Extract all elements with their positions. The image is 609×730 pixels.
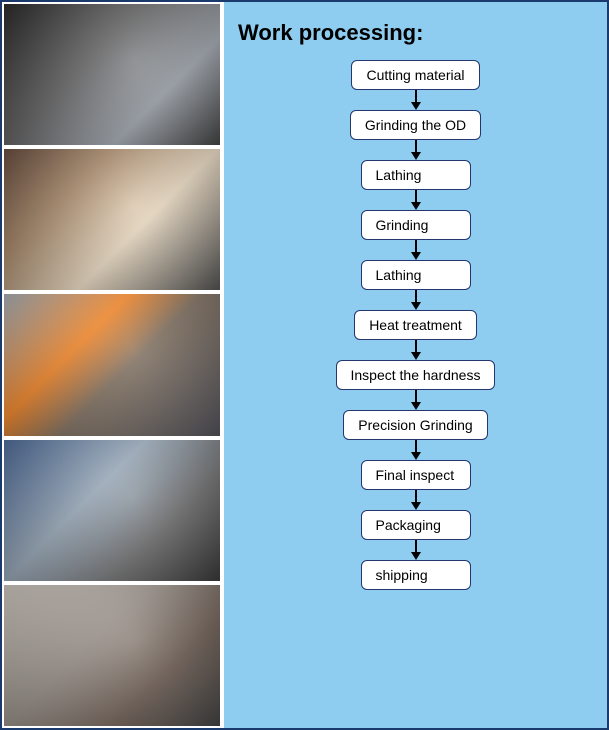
photo-column — [2, 2, 224, 728]
flow-panel: Work processing: Cutting material Grindin… — [224, 2, 607, 728]
process-photo — [4, 585, 220, 726]
flow-step: Grinding the OD — [350, 110, 481, 140]
flow-step: Lathing — [361, 260, 471, 290]
flow-step: Inspect the hardness — [336, 360, 496, 390]
flow-step: Final inspect — [361, 460, 471, 490]
flowchart: Cutting material Grinding the OD Lathing Gr… — [234, 60, 597, 590]
process-photo — [4, 4, 220, 145]
flow-step: Precision Grinding — [343, 410, 487, 440]
page: Work processing: Cutting material Grindin… — [0, 0, 609, 730]
flow-step: Grinding — [361, 210, 471, 240]
flow-step: Heat treatment — [354, 310, 477, 340]
flow-step: shipping — [361, 560, 471, 590]
flow-step: Packaging — [361, 510, 471, 540]
process-photo — [4, 440, 220, 581]
panel-title: Work processing: — [238, 20, 597, 46]
flow-step: Lathing — [361, 160, 471, 190]
process-photo — [4, 149, 220, 290]
flow-step: Cutting material — [351, 60, 479, 90]
process-photo — [4, 294, 220, 435]
